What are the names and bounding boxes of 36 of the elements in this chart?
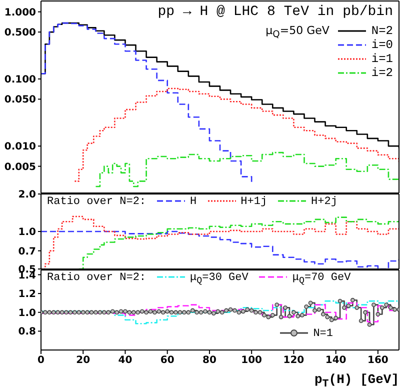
legend-label: i=0 — [371, 38, 393, 52]
legend-label: i=1 — [371, 52, 393, 66]
y-tick-label: 0.500 — [4, 28, 36, 39]
x-axis-title: p$_{T}$(H) [GeV] — [314, 372, 399, 389]
x-tick-label: 40 — [118, 355, 132, 366]
y-tick-label: 1.000 — [4, 7, 36, 18]
legend-label: N=1 — [313, 328, 333, 340]
x-tick-label: 100 — [241, 355, 262, 366]
x-tick-label: 80 — [202, 355, 216, 366]
y-tick-label: 1.2 — [18, 289, 36, 300]
y-tick-label: 0.050 — [4, 94, 36, 106]
x-tick-label: 140 — [325, 355, 346, 366]
legend-label: H+2j — [311, 196, 338, 208]
legend-label: N=2 — [371, 24, 393, 38]
x-tick-label: 0 — [38, 355, 45, 366]
x-tick-label: 160 — [368, 355, 388, 366]
y-tick-label: 0.100 — [4, 74, 36, 86]
x-tick-label: 120 — [283, 355, 304, 366]
y-tick-label: 0.7 — [18, 246, 36, 258]
y-tick-label: 2.0 — [18, 190, 36, 201]
y-tick-label: 0.8 — [18, 326, 36, 338]
y-tick-label: 0.010 — [4, 142, 36, 153]
legend-title: Ratio over N=2: — [47, 196, 146, 208]
annotation: μ$_{Q}$=50 GeV — [266, 24, 330, 40]
y-tick-label: 0.005 — [4, 162, 36, 173]
x-tick-label: 60 — [160, 355, 174, 366]
legend-label: H — [190, 196, 197, 208]
legend-label: i=2 — [371, 66, 393, 80]
y-tick-label: 1.0 — [18, 227, 36, 238]
legend-title: Ratio over N=2: — [47, 272, 146, 284]
legend-label: H+1j — [240, 196, 268, 208]
legend-label: μ$_{Q}$=30 GeV — [190, 272, 248, 286]
x-tick-label: 20 — [76, 355, 90, 366]
legend-label: μ$_{Q}$=70 GeV — [292, 272, 351, 286]
chart-title: pp → H @ LHC 8 TeV in pb/bin — [158, 4, 393, 20]
y-tick-label: 1.0 — [18, 308, 36, 319]
